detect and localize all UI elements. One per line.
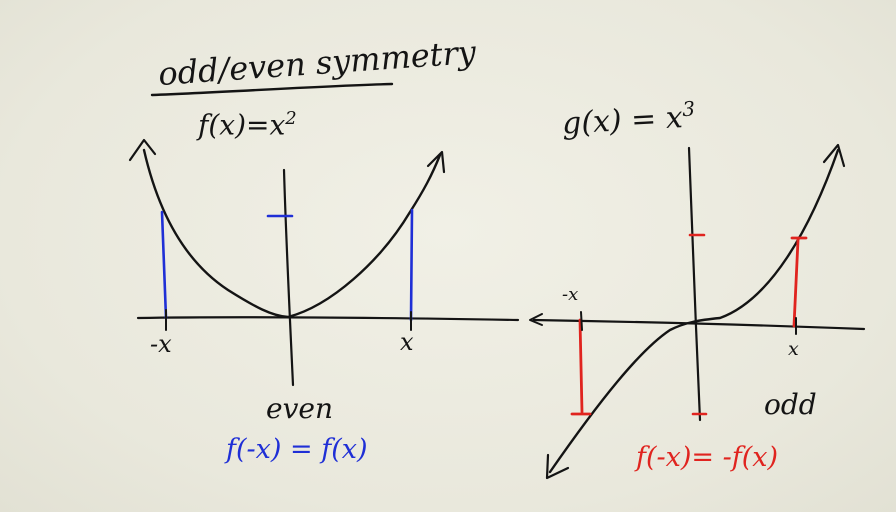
odd-neg-x-tick bbox=[580, 311, 583, 331]
even-type-label: even bbox=[266, 392, 333, 425]
even-pos-x-label: x bbox=[400, 328, 414, 356]
parabola-right-arrowhead bbox=[426, 150, 446, 174]
even-neg-x-label: -x bbox=[150, 330, 172, 358]
parabola-curve bbox=[142, 148, 442, 319]
odd-function-label: g(x) = x3 bbox=[561, 97, 696, 142]
odd-pos-x-label: x bbox=[788, 338, 799, 360]
odd-function-text: g(x) = x bbox=[561, 100, 684, 142]
even-function-text: f(x)=x bbox=[198, 108, 286, 142]
even-graph bbox=[128, 138, 520, 387]
even-identity: f(-x) = f(x) bbox=[226, 434, 368, 465]
cubic-bottom-arrowhead bbox=[545, 453, 570, 480]
even-neg-x-height-line bbox=[160, 210, 168, 320]
odd-neg-x-height-line bbox=[570, 318, 592, 416]
odd-pos-x-height-line bbox=[790, 236, 808, 328]
title-underline bbox=[150, 82, 394, 97]
odd-type-label: odd bbox=[764, 388, 817, 421]
odd-y-axis bbox=[687, 146, 702, 422]
odd-function-exponent: 3 bbox=[681, 96, 696, 122]
even-x-axis bbox=[136, 316, 520, 322]
even-function-label: f(x)=x2 bbox=[198, 108, 297, 141]
even-y-axis bbox=[282, 168, 295, 387]
odd-x-axis-left-arrow bbox=[529, 313, 543, 326]
even-function-exponent: 2 bbox=[285, 108, 297, 129]
even-pos-x-height-line bbox=[409, 208, 414, 322]
odd-neg-x-label: -x bbox=[562, 284, 579, 305]
odd-graph bbox=[529, 143, 866, 480]
parabola-left-arrowhead bbox=[128, 138, 157, 162]
cubic-top-arrowhead bbox=[822, 143, 846, 168]
odd-identity: f(-x)= -f(x) bbox=[636, 442, 779, 473]
